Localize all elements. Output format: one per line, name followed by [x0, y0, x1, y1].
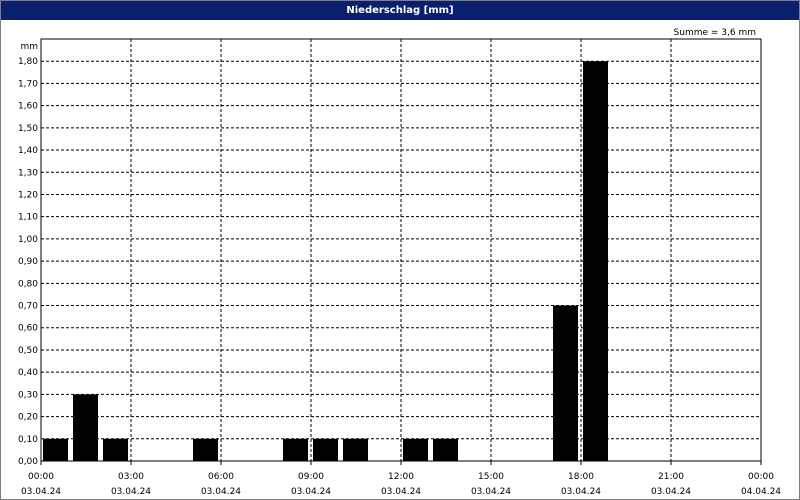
precipitation-bar — [193, 438, 218, 461]
y-tick-label: 1,70 — [18, 79, 38, 89]
x-tick-time-label: 21:00 — [658, 472, 684, 482]
y-tick-label: 0,70 — [18, 302, 38, 312]
precipitation-bar — [43, 438, 68, 461]
precipitation-bar — [553, 305, 578, 461]
y-tick-label: 0,20 — [18, 413, 38, 423]
y-tick-label: 0,30 — [18, 390, 38, 400]
x-tick-time-label: 03:00 — [118, 472, 144, 482]
y-tick-label: 1,40 — [18, 146, 38, 156]
x-tick-date-label: 03.04.24 — [291, 487, 331, 497]
y-tick-label: 0,80 — [18, 279, 38, 289]
x-tick-time-label: 00:00 — [28, 472, 54, 482]
x-tick-date-label: 03.04.24 — [651, 487, 691, 497]
y-tick-label: 1,60 — [18, 102, 38, 112]
precipitation-bar — [103, 438, 128, 461]
x-tick-time-label: 18:00 — [568, 472, 594, 482]
x-tick-time-label: 12:00 — [388, 472, 414, 482]
y-tick-label: 0,00 — [18, 457, 38, 467]
y-tick-label: 0,60 — [18, 324, 38, 334]
precipitation-bar — [313, 438, 338, 461]
y-tick-label: 0,50 — [18, 346, 38, 356]
x-tick-time-label: 09:00 — [298, 472, 324, 482]
x-tick-time-label: 06:00 — [208, 472, 234, 482]
y-tick-label: 0,90 — [18, 257, 38, 267]
precipitation-bar — [583, 61, 608, 462]
x-tick-date-label: 03.04.24 — [381, 487, 421, 497]
x-tick-date-label: 03.04.24 — [471, 487, 511, 497]
precipitation-bar — [283, 438, 308, 461]
x-tick-date-label: 03.04.24 — [21, 487, 61, 497]
x-tick-time-label: 15:00 — [478, 472, 504, 482]
y-tick-label: 1,80 — [18, 57, 38, 67]
y-tick-label: 0,40 — [18, 368, 38, 378]
window-title: Niederschlag [mm] — [1, 1, 799, 20]
x-tick-time-label: 00:00 — [748, 472, 774, 482]
precipitation-bar — [403, 438, 428, 461]
y-tick-label: 1,00 — [18, 235, 38, 245]
x-tick-date-label: 03.04.24 — [561, 487, 601, 497]
precipitation-bar — [433, 438, 458, 461]
y-tick-label: 1,50 — [18, 124, 38, 134]
y-axis-unit-label: mm — [20, 42, 38, 52]
plot-frame — [40, 38, 762, 462]
precipitation-bar — [73, 394, 98, 461]
precipitation-bar — [343, 438, 368, 461]
y-tick-label: 1,30 — [18, 168, 38, 178]
x-tick-date-label: 03.04.24 — [111, 487, 151, 497]
y-tick-label: 1,20 — [18, 190, 38, 200]
y-tick-label: 1,10 — [18, 213, 38, 223]
sum-annotation: Summe = 3,6 mm — [674, 28, 756, 38]
x-tick-date-label: 03.04.24 — [201, 487, 241, 497]
y-tick-label: 0,10 — [18, 435, 38, 445]
x-tick-date-label: 04.04.24 — [741, 487, 781, 497]
